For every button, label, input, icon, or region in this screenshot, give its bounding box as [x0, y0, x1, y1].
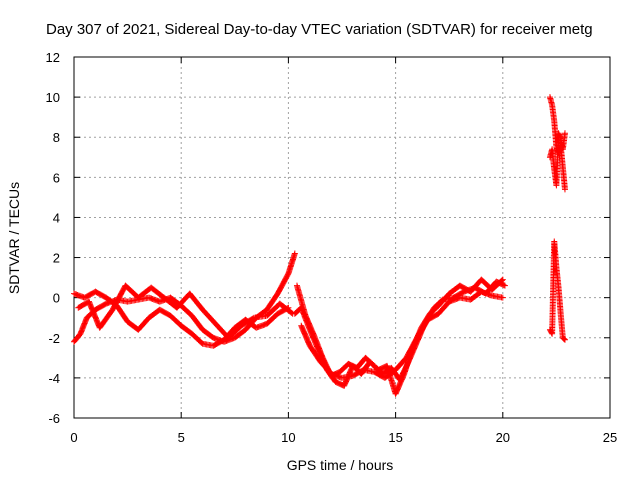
- data-point: [499, 276, 506, 283]
- data-point: [561, 336, 568, 343]
- y-tick-label: -6: [48, 411, 60, 426]
- data-point: [500, 282, 507, 289]
- axis-ticks: 0 5 10 15 20 25 -6 -4 -2 0 2 4 6 8 10 12: [46, 50, 618, 445]
- data-point: [499, 294, 506, 301]
- x-tick-label: 10: [281, 430, 295, 445]
- x-tick-label: 25: [603, 430, 617, 445]
- y-tick-label: 8: [53, 130, 60, 145]
- y-axis-label: SDTVAR / TECUs: [6, 182, 22, 294]
- data-point: [561, 130, 568, 137]
- series-track-c: [75, 282, 296, 341]
- x-tick-label: 15: [388, 430, 402, 445]
- y-tick-label: -2: [48, 331, 60, 346]
- series-track-h: [546, 130, 568, 189]
- data-point: [560, 335, 567, 342]
- x-tick-label: 20: [496, 430, 510, 445]
- series-track-f: [298, 288, 506, 381]
- y-tick-label: 10: [46, 90, 60, 105]
- x-tick-label: 5: [178, 430, 185, 445]
- data-point: [291, 250, 298, 257]
- series-track-i: [546, 238, 568, 343]
- grid-lines: [74, 57, 610, 418]
- plot-frame: [73, 56, 611, 419]
- y-tick-label: 2: [53, 251, 60, 266]
- chart-title: Day 307 of 2021, Sidereal Day-to-day VTE…: [46, 21, 593, 38]
- x-tick-label: 0: [70, 430, 77, 445]
- y-tick-label: 12: [46, 50, 60, 65]
- x-axis-label: GPS time / hours: [287, 457, 394, 473]
- data-point: [561, 336, 568, 343]
- data-point: [561, 186, 568, 193]
- data-points: [71, 94, 568, 397]
- y-tick-label: 0: [53, 291, 60, 306]
- y-tick-label: 6: [53, 170, 60, 185]
- data-point: [501, 282, 508, 289]
- y-tick-label: -4: [48, 371, 60, 386]
- y-tick-label: 4: [53, 210, 60, 225]
